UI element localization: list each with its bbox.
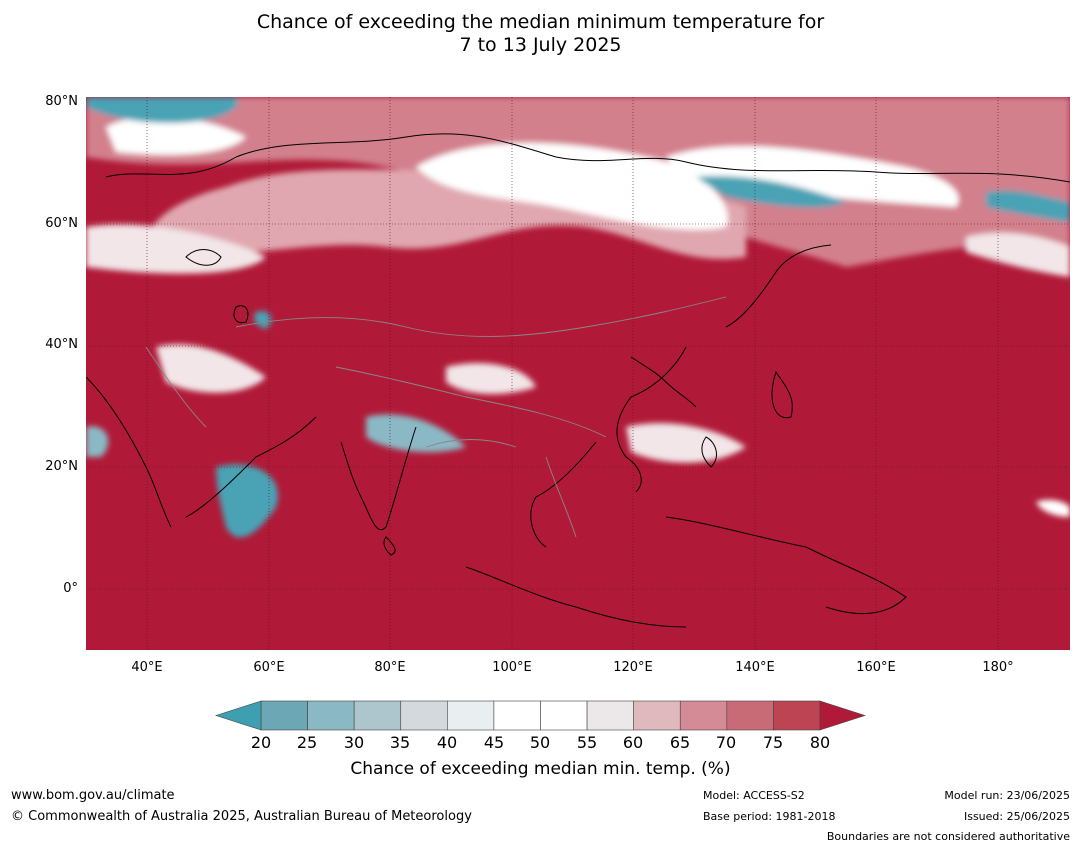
map-title-line1: Chance of exceeding the median minimum t… — [256, 11, 825, 33]
colorbar-tick: 50 — [529, 733, 551, 752]
lon-label-80e: 80°E — [374, 660, 406, 675]
lat-label-60n: 60°N — [45, 216, 78, 231]
colorbar-tick: 65 — [669, 733, 691, 752]
colorbar-tick: 35 — [389, 733, 411, 752]
colorbar-segment — [353, 700, 402, 731]
probability-shading — [86, 97, 1070, 538]
colorbar-segment — [726, 700, 774, 731]
colorbar-tick: 25 — [296, 733, 318, 752]
footer-copyright: © Commonwealth of Australia 2025, Austra… — [11, 809, 472, 824]
lat-label-0: 0° — [63, 581, 78, 596]
colorbar-tick: 45 — [483, 733, 505, 752]
lon-label-60e: 60°E — [253, 660, 285, 675]
colorbar-segment — [633, 700, 681, 731]
map-title-line2: 7 to 13 July 2025 — [459, 34, 622, 56]
footer-disclaimer: Boundaries are not considered authoritat… — [826, 830, 1070, 843]
colorbar-tick: 40 — [436, 733, 458, 752]
colorbar-segment — [773, 700, 821, 731]
colorbar-segment — [493, 700, 541, 731]
colorbar-tick: 20 — [250, 733, 272, 752]
footer-issued: Issued: 25/06/2025 — [963, 810, 1070, 823]
colorbar-segment — [260, 700, 308, 731]
footer-model: Model: ACCESS-S2 — [703, 789, 805, 802]
footer-url[interactable]: www.bom.gov.au/climate — [11, 788, 175, 803]
colorbar-segment — [307, 700, 355, 731]
colorbar-label: Chance of exceeding median min. temp. (%… — [350, 759, 731, 779]
lat-label-40n: 40°N — [45, 337, 78, 352]
lat-label-20n: 20°N — [45, 459, 78, 474]
lon-label-180: 180° — [982, 660, 1014, 675]
footer-base-period: Base period: 1981-2018 — [703, 810, 836, 823]
colorbar-tick: 80 — [809, 733, 831, 752]
map-borders — [145, 296, 727, 538]
lon-label-40e: 40°E — [131, 660, 163, 675]
lon-label-160e: 160°E — [856, 660, 896, 675]
colorbar-tick: 30 — [343, 733, 365, 752]
colorbar-segment — [400, 700, 448, 731]
lon-label-100e: 100°E — [492, 660, 532, 675]
colorbar-segment — [447, 700, 495, 731]
map-coastlines — [86, 133, 1070, 628]
colorbar-segment — [586, 700, 634, 731]
colorbar-above-arrow — [819, 700, 866, 731]
probability-map — [86, 97, 1070, 650]
colorbar-tick: 70 — [715, 733, 737, 752]
footer-model-run: Model run: 23/06/2025 — [944, 789, 1070, 802]
colorbar-segment — [679, 700, 728, 731]
colorbar-tick: 55 — [576, 733, 598, 752]
colorbar-segment — [540, 700, 588, 731]
colorbar-below-arrow — [215, 700, 262, 731]
lon-label-120e: 120°E — [613, 660, 653, 675]
colorbar-tick: 60 — [622, 733, 644, 752]
lat-label-80n: 80°N — [45, 94, 78, 109]
lon-label-140e: 140°E — [735, 660, 775, 675]
colorbar-tick: 75 — [762, 733, 784, 752]
map-graticule — [86, 97, 1070, 650]
